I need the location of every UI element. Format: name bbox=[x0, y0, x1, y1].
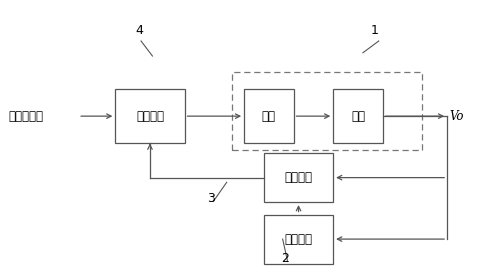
Text: 整流: 整流 bbox=[262, 110, 276, 123]
Bar bbox=[232, 72, 422, 150]
Text: 复位控制: 复位控制 bbox=[284, 171, 313, 184]
Text: 2: 2 bbox=[281, 252, 289, 265]
Text: 磁放大器: 磁放大器 bbox=[136, 110, 164, 123]
Text: 4: 4 bbox=[135, 24, 143, 37]
Text: 误差放大: 误差放大 bbox=[284, 233, 313, 246]
Bar bbox=[264, 153, 333, 202]
Bar bbox=[333, 89, 382, 144]
Text: 变压器次级: 变压器次级 bbox=[9, 110, 44, 123]
Bar bbox=[116, 89, 185, 144]
Bar bbox=[264, 214, 333, 264]
Text: 滤波: 滤波 bbox=[351, 110, 365, 123]
Text: Vo: Vo bbox=[450, 110, 464, 123]
Bar bbox=[244, 89, 293, 144]
Text: 3: 3 bbox=[207, 192, 215, 205]
Text: 1: 1 bbox=[371, 24, 378, 37]
